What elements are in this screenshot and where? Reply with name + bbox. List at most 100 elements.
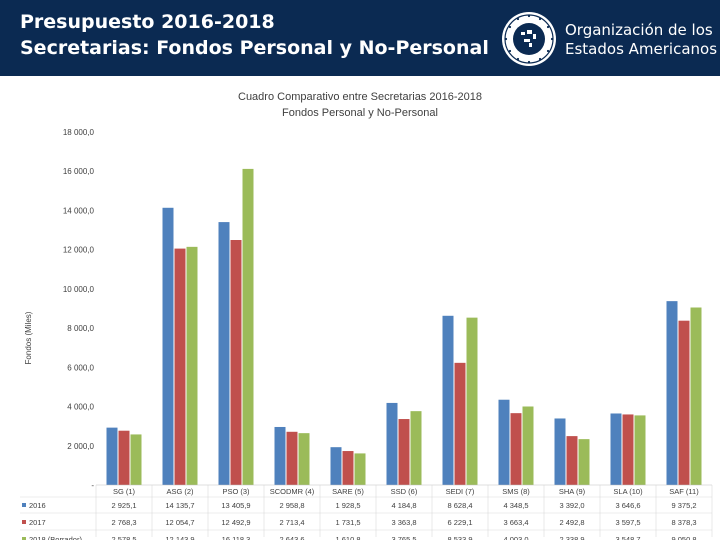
table-cell-value: 3 363,8 <box>391 518 416 527</box>
bar-2017-1 <box>118 430 130 485</box>
table-cell-value: 8 378,3 <box>671 518 696 527</box>
bar-2018-9 <box>578 439 590 485</box>
bar-2018-7 <box>466 317 478 485</box>
table-cell-value: 16 118,3 <box>222 535 251 540</box>
y-tick-label: 8 000,0 <box>67 324 94 333</box>
table-cell-value: 1 928,5 <box>335 501 360 510</box>
category-label: SMS (8) <box>502 487 530 496</box>
table-cell-value: 3 765,5 <box>391 535 416 540</box>
legend-label: 2018 (Borrador) <box>29 535 82 540</box>
bar-2017-6 <box>398 419 410 485</box>
table-cell-value: 13 405,9 <box>221 501 250 510</box>
table-cell-value: 3 392,0 <box>559 501 584 510</box>
legend-swatch <box>22 503 26 507</box>
bar-2016-5 <box>330 447 342 485</box>
bar-2016-2 <box>162 207 174 486</box>
table-cell-value: 1 610,8 <box>335 535 360 540</box>
y-tick-label: 14 000,0 <box>63 206 95 215</box>
table-cell-value: 9 375,2 <box>671 501 696 510</box>
category-label: SCODMR (4) <box>270 487 315 496</box>
bar-2017-7 <box>454 362 466 485</box>
bar-2016-6 <box>386 402 398 485</box>
chart-subtitle: Fondos Personal y No-Personal <box>282 107 438 119</box>
bar-2017-11 <box>678 320 690 485</box>
table-cell-value: 2 713,4 <box>279 518 304 527</box>
category-label: SHA (9) <box>559 487 586 496</box>
table-cell-value: 9 050,8 <box>671 535 696 540</box>
bar-2018-2 <box>186 246 198 485</box>
bar-2018-6 <box>410 411 422 485</box>
table-cell-value: 1 731,5 <box>335 518 360 527</box>
category-label: ASG (2) <box>166 487 194 496</box>
y-tick-label: 2 000,0 <box>67 442 94 451</box>
y-tick-label: 4 000,0 <box>67 403 94 412</box>
table-cell-value: 14 135,7 <box>165 501 194 510</box>
table-cell-value: 12 054,7 <box>165 518 194 527</box>
table-cell-value: 6 229,1 <box>447 518 472 527</box>
bar-2018-1 <box>130 434 142 485</box>
table-cell-value: 12 492,9 <box>221 518 250 527</box>
bar-marks <box>106 168 702 486</box>
bar-2018-10 <box>634 415 646 485</box>
bar-2017-3 <box>230 240 242 485</box>
legend-label: 2016 <box>29 501 46 510</box>
legend-swatch <box>22 520 26 524</box>
category-label: SG (1) <box>113 487 136 496</box>
slide-title: Presupuesto 2016-2018 Secretarias: Fondo… <box>20 9 489 61</box>
bar-2016-3 <box>218 222 230 485</box>
table-cell-value: 3 597,5 <box>615 518 640 527</box>
table-cell-value: 2 338,9 <box>559 535 584 540</box>
bar-2018-11 <box>690 307 702 485</box>
bar-2018-5 <box>354 453 366 485</box>
category-label: PSO (3) <box>222 487 250 496</box>
bar-2016-9 <box>554 418 566 485</box>
table-cell-value: 3 663,4 <box>503 518 528 527</box>
table-cell-value: 8 628,4 <box>447 501 472 510</box>
y-axis-label: Fondos (Miles) <box>24 311 33 364</box>
table-cell-value: 2 643,6 <box>279 535 304 540</box>
category-label: SEDI (7) <box>446 487 475 496</box>
table-cell-value: 2 578,5 <box>111 535 136 540</box>
table-cell-value: 2 768,3 <box>111 518 136 527</box>
y-tick-label: 10 000,0 <box>63 285 95 294</box>
org-name-line1: Organización de los <box>565 21 713 39</box>
bar-2016-8 <box>498 399 510 485</box>
bar-2016-7 <box>442 315 454 485</box>
bar-2016-11 <box>666 301 678 485</box>
org-name: Organización de los Estados Americanos <box>565 21 717 59</box>
org-name-line2: Estados Americanos <box>565 40 718 58</box>
table-cell-value: 2 958,8 <box>279 501 304 510</box>
bar-2016-4 <box>274 426 286 485</box>
category-label: SARE (5) <box>332 487 364 496</box>
table-cell-value: 12 143,9 <box>165 535 194 540</box>
chart-title: Cuadro Comparativo entre Secretarias 201… <box>238 91 482 103</box>
table-cell-value: 4 003,0 <box>503 535 528 540</box>
bar-2017-5 <box>342 451 354 485</box>
y-tick-label: 16 000,0 <box>63 167 95 176</box>
legend-swatch <box>22 537 26 541</box>
bar-2017-2 <box>174 248 186 485</box>
table-cell-value: 3 646,6 <box>615 501 640 510</box>
table-cell-value: 4 348,5 <box>503 501 528 510</box>
bar-2017-9 <box>566 436 578 485</box>
bar-2017-4 <box>286 431 298 485</box>
oas-seal-logo <box>502 12 556 66</box>
y-tick-label: 18 000,0 <box>63 128 95 137</box>
table-cell-value: 8 533,9 <box>447 535 472 540</box>
bar-2018-4 <box>298 433 310 485</box>
y-tick-label: - <box>91 481 94 490</box>
y-tick-label: 12 000,0 <box>63 246 95 255</box>
chart-area: Cuadro Comparativo entre Secretarias 201… <box>0 76 720 544</box>
data-table: SG (1) ASG (2) PSO (3) SCODMR (4) SARE (5) SS… <box>20 484 713 544</box>
bar-2017-8 <box>510 413 522 485</box>
table-cell-value: 4 184,8 <box>391 501 416 510</box>
bar-2016-10 <box>610 413 622 485</box>
category-label: SAF (11) <box>669 487 699 496</box>
bar-2018-3 <box>242 168 254 485</box>
bar-2016-1 <box>106 427 118 485</box>
slide-title-line2: Secretarias: Fondos Personal y No-Person… <box>20 37 489 59</box>
y-tick-label: 6 000,0 <box>67 363 94 372</box>
table-cell-value: 2 492,8 <box>559 518 584 527</box>
slide-title-line1: Presupuesto 2016-2018 <box>20 11 275 33</box>
bar-chart: Cuadro Comparativo entre Secretarias 201… <box>20 91 713 544</box>
